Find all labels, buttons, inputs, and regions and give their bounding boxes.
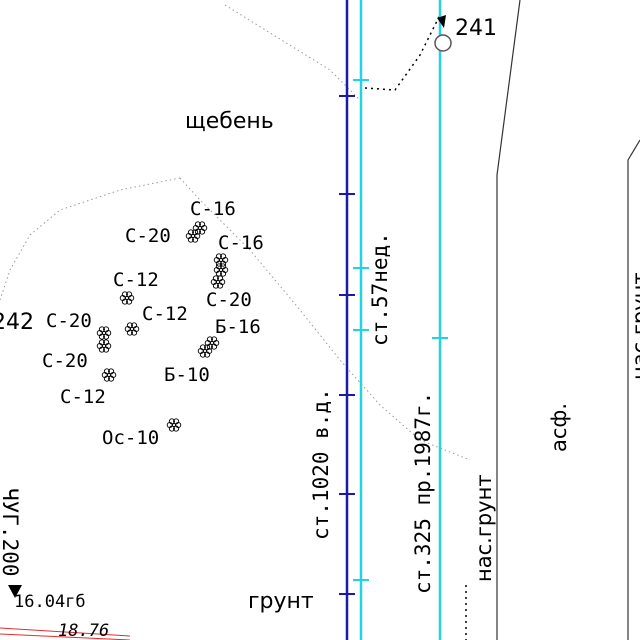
road-edge-right <box>627 139 640 640</box>
tree-symbols <box>96 221 229 432</box>
tree-icon <box>166 418 182 432</box>
tree-icon <box>213 253 229 267</box>
tree-label: С-12 <box>60 386 106 408</box>
vegetation-boundary <box>0 4 361 301</box>
tree-icon <box>192 221 208 235</box>
elevation-marker <box>8 585 22 598</box>
tree-icon <box>119 291 135 305</box>
tree-label: Б-10 <box>164 364 210 386</box>
surface-label-bulk-soil-right: нас.грунт <box>628 272 640 380</box>
tree-label: С-20 <box>206 289 252 311</box>
dotted-line-top <box>364 14 441 91</box>
survey-point-242-label: 242 <box>0 310 34 335</box>
tree-label: С-12 <box>142 303 188 325</box>
tree-icon <box>185 229 201 243</box>
surface-label-bulk-soil: нас.грунт <box>472 474 496 582</box>
tree-label: Б-16 <box>215 316 261 338</box>
survey-point-241-label: 241 <box>455 16 497 41</box>
tree-label: С-20 <box>42 350 88 372</box>
tree-label: С-16 <box>218 232 264 254</box>
tree-icon <box>197 344 213 358</box>
tree-label: С-20 <box>46 310 92 332</box>
red-boundary-line-2 <box>0 633 131 640</box>
survey-point-241[interactable] <box>434 34 452 52</box>
tree-icon <box>204 336 220 350</box>
tree-label: Ос-10 <box>102 427 159 449</box>
road-edge-left <box>496 0 521 640</box>
tree-label: С-20 <box>125 225 171 247</box>
survey-point-241-marker <box>437 15 446 28</box>
tree-label: С-12 <box>113 269 159 291</box>
red-boundary-line-1 <box>0 627 131 637</box>
tree-icon <box>210 275 226 289</box>
tree-label: С-16 <box>190 198 236 220</box>
surface-label-asphalt: асф. <box>547 403 571 452</box>
pipe-1020-label: ст.1020 в.д. <box>309 388 333 540</box>
tree-icon <box>96 326 112 340</box>
surface-label-gravel: щебень <box>185 109 274 134</box>
tree-labels: С-16 С-20 С-16 С-12 С-20 С-20 С-12 Б-16 … <box>42 198 264 449</box>
corner-pipe-label: ЧУГ.200 <box>0 488 22 577</box>
pipe-57-label: ст.57нед. <box>368 232 392 346</box>
elevation-label-2: 18.76 <box>58 621 109 640</box>
tree-icon <box>96 339 112 353</box>
surface-label-soil: грунт <box>248 589 314 614</box>
tree-icon <box>124 322 140 336</box>
tree-icon <box>101 368 117 382</box>
pipe-325-label: ст.325 пр.1987г. <box>411 392 435 594</box>
pipe-57-ticks <box>353 79 369 581</box>
elevation-label-1: 16.04гб <box>14 592 86 612</box>
vegetation-boundary-2 <box>179 177 471 461</box>
tree-icon <box>213 263 229 277</box>
pipe-1020-ticks <box>339 95 355 595</box>
